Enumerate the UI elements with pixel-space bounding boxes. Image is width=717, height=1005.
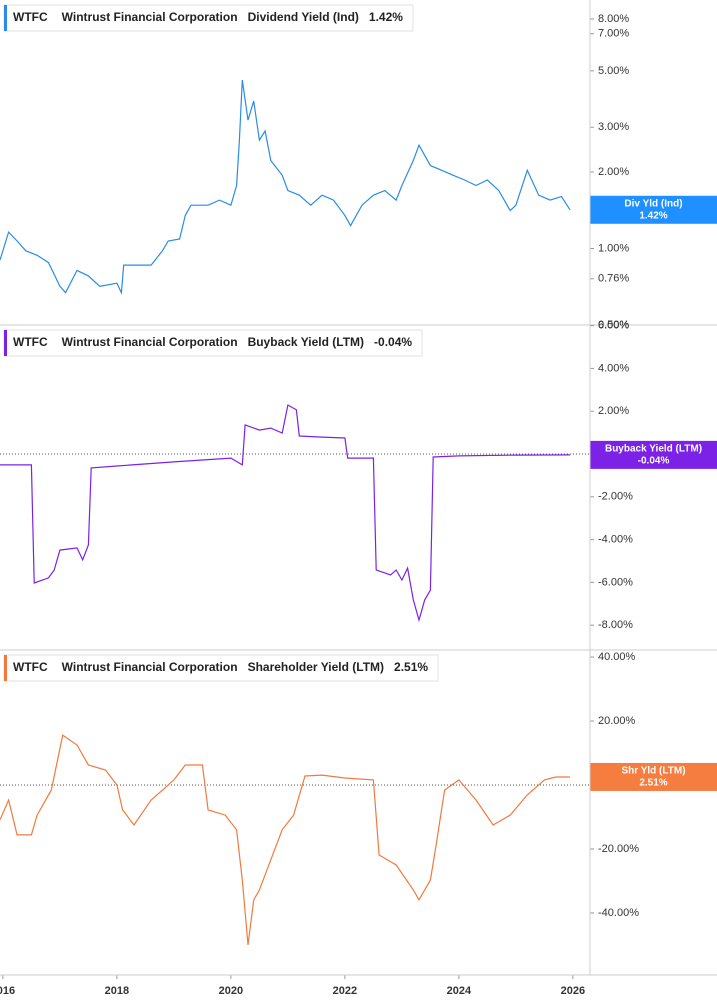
badge-label: Shr Yld (LTM) bbox=[621, 766, 685, 777]
header-color-bar bbox=[4, 330, 7, 356]
data-line bbox=[0, 734, 570, 945]
y-tick-label: 2.00% bbox=[598, 405, 629, 417]
y-tick-label: -6.00% bbox=[598, 576, 633, 588]
badge-value: -0.04% bbox=[638, 456, 670, 467]
header-box bbox=[3, 654, 439, 682]
data-line bbox=[0, 79, 571, 295]
y-tick-label: 6.00% bbox=[598, 320, 629, 332]
y-tick-label: 1.00% bbox=[598, 242, 629, 254]
header-metric: Dividend Yield (Ind) bbox=[248, 10, 359, 24]
header-company: Wintrust Financial Corporation bbox=[62, 660, 238, 674]
y-tick-label: 8.00% bbox=[598, 13, 629, 25]
y-tick-label: 4.00% bbox=[598, 362, 629, 374]
header-color-bar bbox=[4, 5, 7, 31]
x-tick-label: 2020 bbox=[219, 985, 243, 997]
y-tick-label: 0.76% bbox=[598, 273, 629, 285]
y-tick-label: 5.00% bbox=[598, 65, 629, 77]
badge-label: Buyback Yield (LTM) bbox=[605, 444, 702, 455]
header-last-label: 1.42% bbox=[369, 10, 403, 24]
header-metric: Shareholder Yield (LTM) bbox=[248, 660, 384, 674]
header-company: Wintrust Financial Corporation bbox=[62, 10, 238, 24]
header-ticker: WTFC bbox=[13, 660, 48, 674]
badge-label: Div Yld (Ind) bbox=[624, 198, 682, 209]
y-tick-label: -2.00% bbox=[598, 491, 633, 503]
y-tick-label: 20.00% bbox=[598, 715, 636, 727]
x-tick-label: 2026 bbox=[561, 985, 585, 997]
header-ticker: WTFC bbox=[13, 10, 48, 24]
value-badge bbox=[590, 440, 717, 469]
x-tick-label: 2018 bbox=[105, 985, 129, 997]
y-tick-label: 2.00% bbox=[598, 166, 629, 178]
header-color-bar bbox=[4, 655, 7, 681]
y-tick-label: 7.00% bbox=[598, 28, 629, 40]
value-badge bbox=[590, 762, 717, 791]
y-tick-label: 40.00% bbox=[598, 651, 636, 663]
header-last-label: 2.51% bbox=[394, 660, 428, 674]
x-tick-label: 2024 bbox=[447, 985, 472, 997]
y-tick-label: -8.00% bbox=[598, 619, 633, 631]
x-tick-label: 2016 bbox=[0, 985, 15, 997]
data-line bbox=[0, 404, 571, 623]
header-last-label: -0.04% bbox=[374, 335, 412, 349]
y-tick-label: -40.00% bbox=[598, 907, 639, 919]
y-tick-label: -20.00% bbox=[598, 843, 639, 855]
badge-value: 1.42% bbox=[639, 210, 667, 221]
header-metric: Buyback Yield (LTM) bbox=[248, 335, 364, 349]
badge-value: 2.51% bbox=[639, 778, 667, 789]
y-tick-label: -4.00% bbox=[598, 534, 633, 546]
value-badge bbox=[590, 195, 717, 224]
header-ticker: WTFC bbox=[13, 335, 48, 349]
header-box bbox=[3, 329, 423, 357]
x-tick-label: 2022 bbox=[333, 985, 357, 997]
header-company: Wintrust Financial Corporation bbox=[62, 335, 238, 349]
y-tick-label: 3.00% bbox=[598, 121, 629, 133]
